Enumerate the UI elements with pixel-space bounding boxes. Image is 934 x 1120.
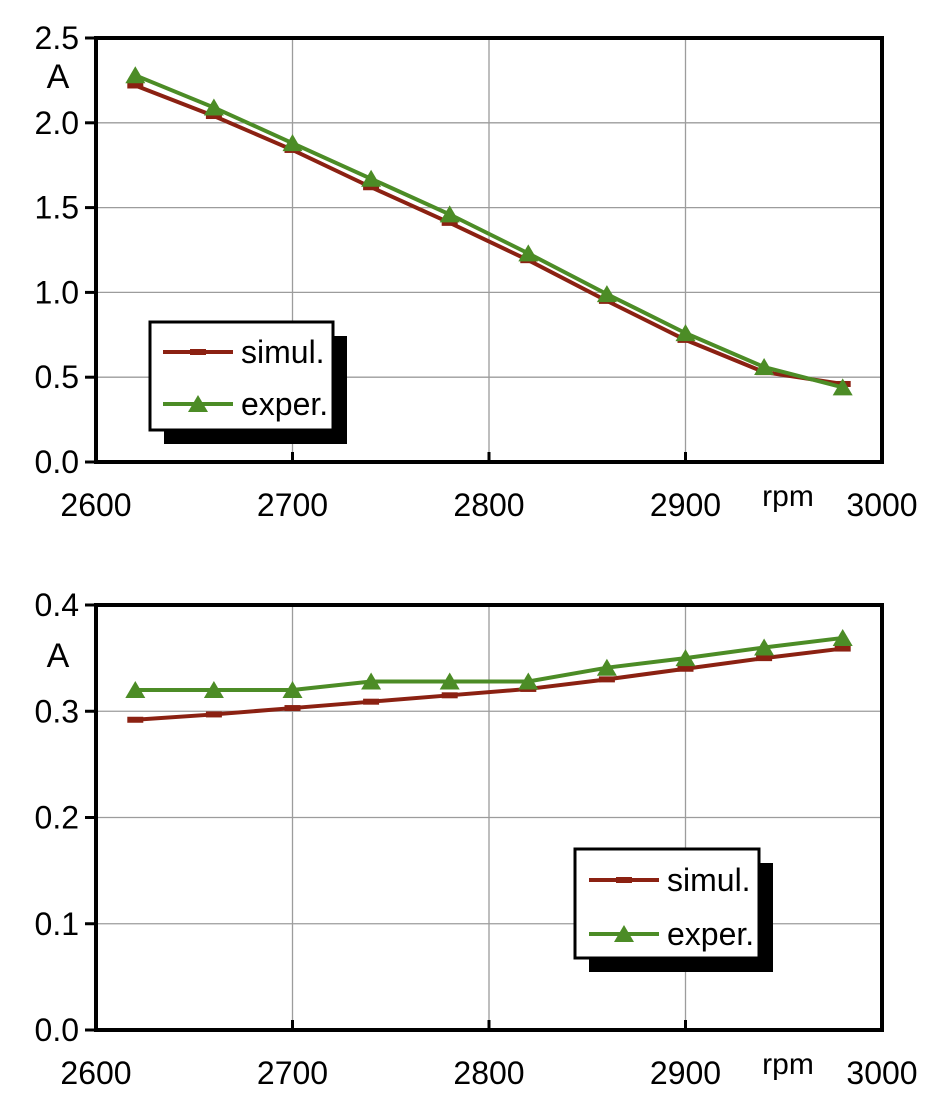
triangle-marker: [125, 66, 146, 84]
x-tick-label: 2700: [257, 487, 328, 523]
plot-border: [94, 603, 884, 1032]
top-chart-canvas: 0.0 0.5 1.0 1.5 2.0 2.5 2600 2700 2800 2900 3000 Ar…: [35, 20, 918, 523]
dash-legend-marker: [190, 349, 206, 355]
series-exper: [125, 66, 853, 396]
y-axis-label: A: [47, 58, 70, 96]
y-axis-label: A: [47, 637, 70, 675]
dash-marker: [284, 705, 301, 712]
triangle-marker: [832, 378, 853, 396]
x-tick-label: 3000: [846, 1055, 917, 1091]
y-tick-label: 0.0: [35, 444, 79, 480]
triangle-marker: [439, 672, 460, 690]
dash-marker: [205, 113, 222, 120]
legend-entry-simul: simul.: [163, 334, 325, 370]
simul-line: [134, 83, 843, 386]
triangle-marker: [203, 98, 224, 116]
y-tick-label: 2.5: [35, 20, 79, 56]
dash-marker: [205, 711, 222, 718]
y-tick-label: 0.0: [35, 1012, 79, 1048]
legend: simul. exper.: [148, 320, 347, 444]
exper-line: [135, 635, 843, 692]
y-tick-label: 0.1: [35, 906, 79, 942]
x-tick-label: 2800: [453, 487, 524, 523]
triangle-legend-marker: [188, 395, 208, 412]
y-tick-label: 0.5: [35, 359, 79, 395]
dash-marker: [363, 698, 380, 705]
series-simul: [127, 645, 851, 723]
dash-legend-marker: [616, 877, 632, 883]
dash-marker: [127, 82, 144, 89]
dash-marker: [441, 692, 458, 699]
triangle-legend-marker: [614, 925, 634, 942]
plot-border: [94, 36, 884, 464]
legend-box: [148, 320, 335, 432]
x-tick-label: 2900: [650, 1055, 721, 1091]
dash-marker: [677, 665, 694, 672]
legend-label: simul.: [667, 862, 751, 898]
dash-marker: [834, 645, 851, 652]
x-axis-label: rpm: [762, 1048, 814, 1081]
triangle-marker: [832, 628, 853, 646]
legend-entry-exper: exper.: [589, 916, 754, 952]
y-tick-label: 0.4: [35, 587, 79, 623]
y-tick-label: 1.5: [35, 190, 79, 226]
legend-entry-exper: exper.: [163, 386, 328, 422]
series-exper: [125, 628, 853, 698]
dash-marker: [363, 184, 380, 191]
dash-marker: [598, 676, 615, 683]
triangle-marker: [596, 658, 617, 676]
triangle-marker: [518, 672, 539, 690]
triangle-marker: [754, 638, 775, 656]
triangle-marker: [596, 285, 617, 303]
triangle-marker: [361, 169, 382, 187]
x-tick-label: 2600: [60, 487, 131, 523]
triangle-marker: [361, 672, 382, 690]
x-tick-label: 2700: [257, 1055, 328, 1091]
legend-entry-simul: simul.: [589, 862, 751, 898]
exper-line: [134, 73, 844, 390]
x-tick-label: 3000: [846, 487, 917, 523]
y-tick-label: 2.0: [35, 105, 79, 141]
legend-label: simul.: [241, 334, 325, 370]
triangle-marker: [439, 205, 460, 223]
triangle-marker: [675, 649, 696, 667]
legend: simul. exper.: [573, 847, 773, 972]
triangle-marker: [282, 681, 303, 698]
triangle-marker: [675, 324, 696, 342]
y-tick-label: 0.3: [35, 693, 79, 729]
triangle-marker: [203, 681, 224, 698]
x-tick-label: 2900: [650, 487, 721, 523]
dash-marker: [441, 219, 458, 226]
triangle-marker: [125, 681, 146, 698]
x-tick-label: 2800: [453, 1055, 524, 1091]
x-tick-label: 2600: [60, 1055, 131, 1091]
triangle-marker: [518, 244, 539, 262]
legend-label: exper.: [667, 916, 754, 952]
simul-line: [135, 646, 843, 722]
y-tick-label: 1.0: [35, 274, 79, 310]
dash-marker: [756, 655, 773, 662]
y-tick-label: 0.2: [35, 800, 79, 836]
dash-marker: [127, 716, 144, 723]
x-axis-label: rpm: [762, 480, 814, 513]
legend-label: exper.: [241, 386, 328, 422]
triangle-marker: [282, 134, 303, 152]
triangle-marker: [754, 358, 775, 376]
legend-box: [573, 847, 761, 960]
